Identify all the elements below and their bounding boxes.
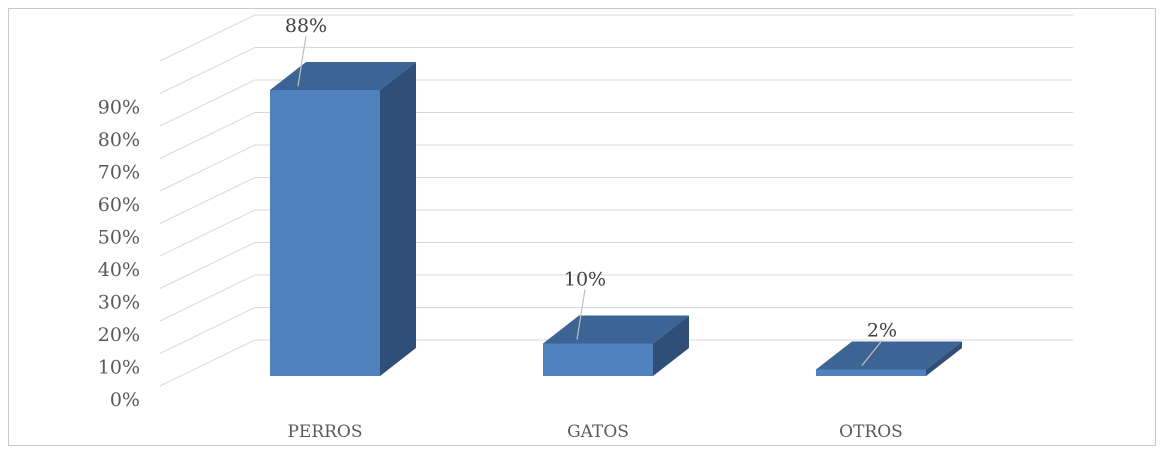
bar-front (816, 369, 926, 376)
bar-otros (816, 341, 962, 376)
bar-gatos (543, 315, 689, 376)
y-tick-label: 70% (98, 162, 140, 184)
y-axis-ticks: 0% 10% 20% 30% 40% 50% 60% 70% 80% 90% (98, 97, 140, 412)
leader-line (861, 340, 883, 366)
gridline-diagonal (159, 242, 256, 289)
y-tick-label: 0% (110, 389, 140, 411)
y-tick-label: 90% (98, 97, 140, 119)
leader-line (576, 289, 586, 340)
gridline-diagonal (159, 177, 256, 224)
x-tick-label: PERROS (287, 422, 362, 442)
bar-side (926, 341, 962, 376)
y-tick-label: 50% (98, 227, 140, 249)
x-tick-label: GATOS (567, 422, 629, 442)
bar-front (270, 90, 380, 376)
y-tick-label: 40% (98, 259, 140, 281)
y-tick-label: 60% (98, 194, 140, 216)
gridline-diagonal (159, 274, 256, 322)
x-axis-labels: PERROS GATOS OTROS (287, 422, 902, 442)
x-tick-label: OTROS (839, 422, 903, 442)
bar-top (816, 341, 962, 370)
y-tick-label: 80% (98, 129, 140, 151)
bar-side (380, 62, 416, 376)
bar-side (653, 315, 689, 376)
gridline-diagonal (159, 79, 256, 127)
gridline-diagonal (159, 339, 256, 387)
data-label: 88% (285, 15, 327, 37)
leader-line (297, 35, 307, 87)
data-labels: 88% 10% 2% (285, 15, 897, 366)
gridline-diagonal (159, 47, 256, 94)
y-tick-label: 10% (98, 357, 140, 379)
gridline-diagonal (159, 144, 256, 192)
bar-perros (270, 62, 416, 376)
gridline-diagonal (159, 209, 256, 257)
bar-front (543, 343, 653, 376)
gridline-diagonal (159, 112, 256, 159)
bar-top (270, 62, 416, 90)
bars (270, 62, 962, 376)
y-tick-label: 20% (98, 324, 140, 346)
gridline-diagonal (159, 307, 256, 354)
gridline-diagonal (159, 14, 256, 62)
data-label: 10% (564, 269, 606, 291)
y-tick-label: 30% (98, 292, 140, 314)
data-label: 2% (867, 320, 897, 342)
